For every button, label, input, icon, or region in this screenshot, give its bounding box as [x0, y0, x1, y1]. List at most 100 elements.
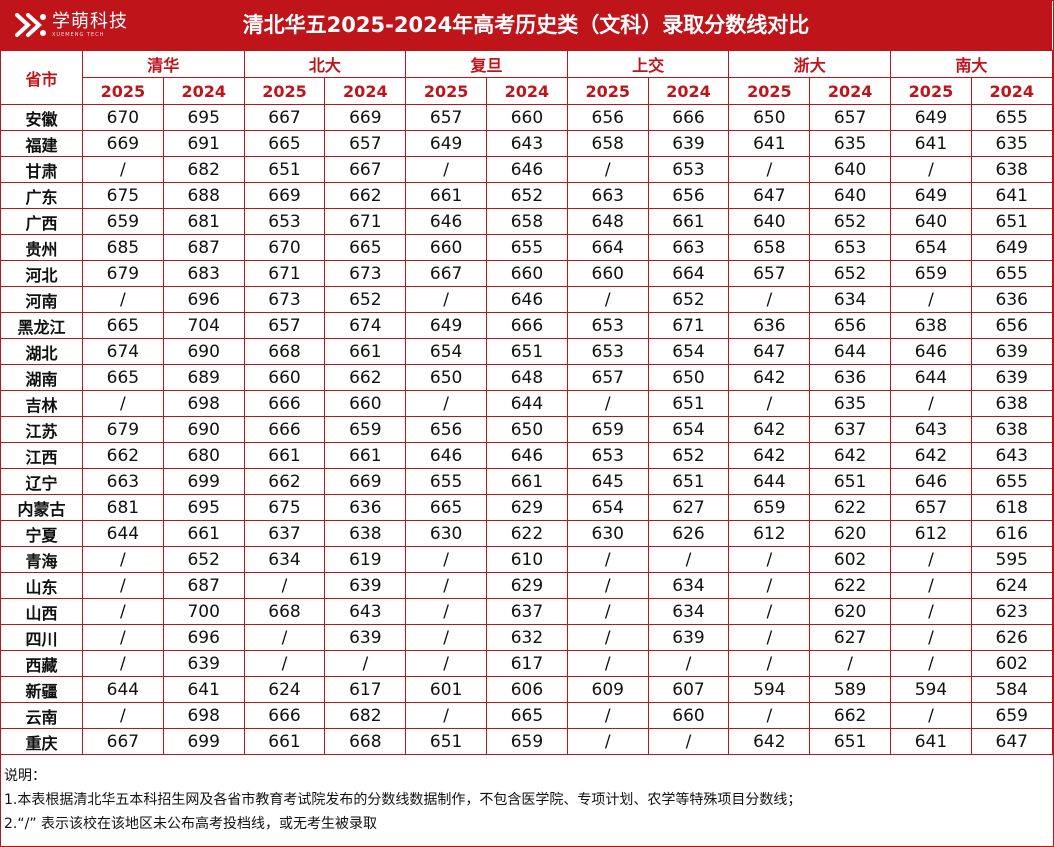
score-cell: 699 [162, 728, 245, 755]
table-row: 西藏/639///617// / //602 [0, 650, 1053, 677]
score-cell: 656 [970, 312, 1053, 339]
score-cell: 646 [405, 208, 488, 235]
score-cell: 622 [809, 494, 892, 521]
province-cell: 广西 [0, 208, 83, 235]
table-row: 青海/652 634 619/610///602/595 [0, 546, 1053, 573]
school-header: 复旦 [405, 50, 568, 78]
score-cell: 666 [243, 390, 326, 417]
score-cell: 673 [243, 286, 326, 313]
score-cell: 651 [970, 208, 1053, 235]
province-cell: 内蒙古 [0, 494, 83, 521]
score-cell: 639 [647, 130, 730, 157]
score-cell: 649 [890, 104, 972, 131]
score-cell: / [566, 156, 649, 183]
score-cell: 637 [809, 416, 892, 443]
score-cell: 640 [809, 182, 892, 209]
score-cell: 626 [970, 624, 1053, 651]
score-cell: 655 [970, 104, 1053, 131]
score-cell: 639 [970, 338, 1053, 365]
brand-logo: 学萌科技 XUEMENG TECH [14, 10, 128, 40]
score-cell: 658 [566, 130, 649, 157]
score-cell: 650 [486, 416, 568, 443]
score-cell: 630 [566, 520, 649, 547]
notes-heading: 说明： [4, 768, 46, 784]
score-cell: 651 [809, 468, 892, 495]
table-row: 江苏 679 690 666 659 656 650 659 654 642 637 643 638 [0, 416, 1053, 443]
score-cell: / [82, 598, 164, 625]
score-cell: 648 [486, 364, 568, 391]
score-cell: 641 [890, 728, 972, 755]
score-cell: / [728, 624, 811, 651]
score-table: 省市 清华 北大 复旦 上交 浙大 南大 2025 2024 2025 2024 2025 2024 20… [0, 50, 1053, 755]
score-cell: / [566, 390, 649, 417]
score-cell: 653 [809, 234, 892, 261]
score-cell: 661 [162, 520, 245, 547]
score-cell: 650 [647, 364, 730, 391]
score-cell: 654 [566, 494, 649, 521]
score-cell: / [890, 546, 972, 573]
province-cell: 黑龙江 [0, 312, 83, 339]
table-row: 福建 669 691 665 657 649 643 658 639 641 635 641 635 [0, 130, 1053, 157]
score-cell: / [566, 572, 649, 599]
score-cell: / [728, 546, 811, 573]
score-cell: 642 [728, 728, 811, 755]
score-cell: 643 [890, 416, 972, 443]
score-cell: / [82, 702, 164, 729]
score-cell: 659 [324, 416, 407, 443]
score-cell: 612 [728, 520, 811, 547]
score-cell: 665 [82, 364, 164, 391]
score-cell: 696 [162, 286, 245, 313]
year-header: 2024 [970, 77, 1053, 105]
score-cell: 638 [324, 520, 407, 547]
score-cell: 662 [809, 702, 892, 729]
score-cell: 657 [890, 494, 972, 521]
score-cell: 651 [647, 468, 730, 495]
score-cell: / [566, 598, 649, 625]
score-cell: 683 [162, 260, 245, 287]
score-cell: 651 [405, 728, 488, 755]
score-cell: 653 [647, 156, 730, 183]
score-cell: 656 [405, 416, 488, 443]
score-cell: 653 [243, 208, 326, 235]
score-cell: / [890, 702, 972, 729]
score-cell: 675 [243, 494, 326, 521]
score-cell: 602 [970, 650, 1053, 677]
year-header: 2025 [890, 77, 972, 105]
score-cell: 641 [162, 676, 245, 703]
score-cell: 681 [162, 208, 245, 235]
score-cell: 666 [243, 702, 326, 729]
school-header: 上交 [566, 50, 730, 78]
score-cell: 642 [728, 416, 811, 443]
notes-line-1: 1.本表根据清北华五本科招生网及各省市教育考试院发布的分数线数据制作，不包含医学… [4, 792, 802, 808]
score-cell: 650 [405, 364, 488, 391]
score-cell: 662 [82, 442, 164, 469]
year-header: 2024 [486, 77, 568, 105]
score-cell: 638 [890, 312, 972, 339]
score-cell: 667 [324, 156, 407, 183]
score-cell: 669 [82, 130, 164, 157]
score-cell: 652 [647, 442, 730, 469]
score-cell: 635 [809, 130, 892, 157]
page-title: 清北华五2025-2024年高考历史类（文科）录取分数线对比 [242, 13, 810, 37]
score-cell: / [890, 598, 972, 625]
score-cell: 654 [647, 416, 730, 443]
score-cell: / [647, 650, 730, 677]
score-cell: / [566, 286, 649, 313]
province-cell: 云南 [0, 702, 83, 729]
score-cell: 652 [809, 208, 892, 235]
score-cell: 644 [809, 338, 892, 365]
score-cell: 629 [486, 494, 568, 521]
score-cell: 639 [324, 624, 407, 651]
score-cell: 661 [647, 208, 730, 235]
table-row: 广东 675 688 669 662 661 652 663 656 647 640 649 641 [0, 182, 1053, 209]
score-cell: 652 [162, 546, 245, 573]
score-cell: 653 [566, 312, 649, 339]
score-cell: 609 [566, 676, 649, 703]
score-cell: 660 [486, 260, 568, 287]
score-cell: 641 [890, 130, 972, 157]
score-cell: 634 [243, 546, 326, 573]
score-cell: 644 [486, 390, 568, 417]
score-cell: 654 [647, 338, 730, 365]
score-cell: 660 [405, 234, 488, 261]
score-cell: / [809, 650, 892, 677]
